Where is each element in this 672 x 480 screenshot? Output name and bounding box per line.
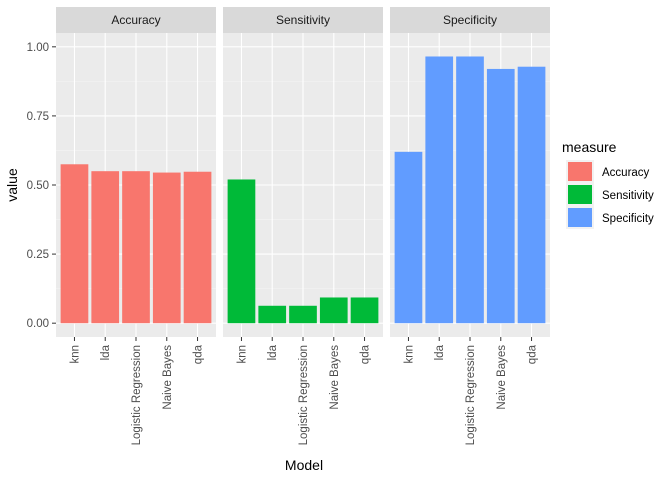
facet-panels: Accuracy knn lda Logistic Regression Naive B… [56,7,550,445]
legend-key-accuracy [568,162,592,181]
y-tick-label: 1.00 [27,42,49,54]
y-tick-label: 0.25 [27,249,49,261]
bar-sensitivity-lda [258,305,287,324]
x-axis-title: Model [285,457,323,473]
x-tick-label: qda [527,344,539,364]
facet-strip [390,7,550,33]
legend-label: Sensitivity [602,190,654,202]
bar-specificity-naive-bayes [486,68,515,324]
x-tick-label: lda [100,344,112,360]
x-tick-label: Logistic Regression [465,345,477,445]
y-axis-title: value [4,168,20,202]
legend: measure Accuracy Sensitivity Specificity [562,139,654,229]
x-tick-label: qda [193,344,205,364]
y-tick-label: 0.50 [27,180,49,192]
facet-panel-accuracy: Accuracy knn lda Logistic Regression Naive B… [56,7,216,445]
facet-panel-specificity: Specificity knn lda Logistic Regression Naiv… [390,7,550,445]
x-tick-label: Naive Bayes [329,345,341,410]
x-tick-label: qda [360,344,372,364]
facet-strip-label: Accuracy [111,13,160,27]
y-tick-label: 0.75 [27,111,49,123]
x-tick-label: lda [267,344,279,360]
x-tick-label: Naive Bayes [496,345,508,410]
bar-sensitivity-logistic-regression [289,305,317,324]
y-tick-label: 0.00 [27,318,49,330]
bar-specificity-knn [394,151,423,324]
x-tick-label: Naive Bayes [162,345,174,410]
y-axis: 0.00 0.25 0.50 0.75 1.00 [27,42,56,330]
legend-label: Accuracy [602,167,650,179]
facet-strip [56,7,216,33]
bar-specificity-qda [517,66,546,324]
x-tick-label: knn [69,345,81,364]
bar-accuracy-qda [183,171,212,324]
facet-strip [223,7,383,33]
bar-accuracy-lda [91,171,120,324]
bar-accuracy-naive-bayes [152,172,181,324]
bar-specificity-logistic-regression [456,56,484,324]
bar-specificity-lda [425,56,454,324]
legend-label: Specificity [602,213,654,225]
bar-accuracy-logistic-regression [122,171,150,324]
bar-sensitivity-naive-bayes [319,297,348,324]
facet-strip-label: Specificity [443,13,497,27]
bar-sensitivity-knn [227,179,256,324]
x-tick-label: Logistic Regression [131,345,143,445]
x-tick-label: lda [434,344,446,360]
bar-sensitivity-qda [350,297,379,324]
facet-strip-label: Sensitivity [276,13,330,27]
legend-title: measure [562,139,617,155]
facet-panel-sensitivity: Sensitivity knn lda Logistic Regression Naiv… [223,7,383,445]
x-tick-label: Logistic Regression [298,345,310,445]
legend-key-specificity [568,208,592,227]
legend-key-sensitivity [568,185,592,204]
x-tick-label: knn [236,345,248,364]
x-tick-label: knn [403,345,415,364]
bar-accuracy-knn [60,164,89,324]
